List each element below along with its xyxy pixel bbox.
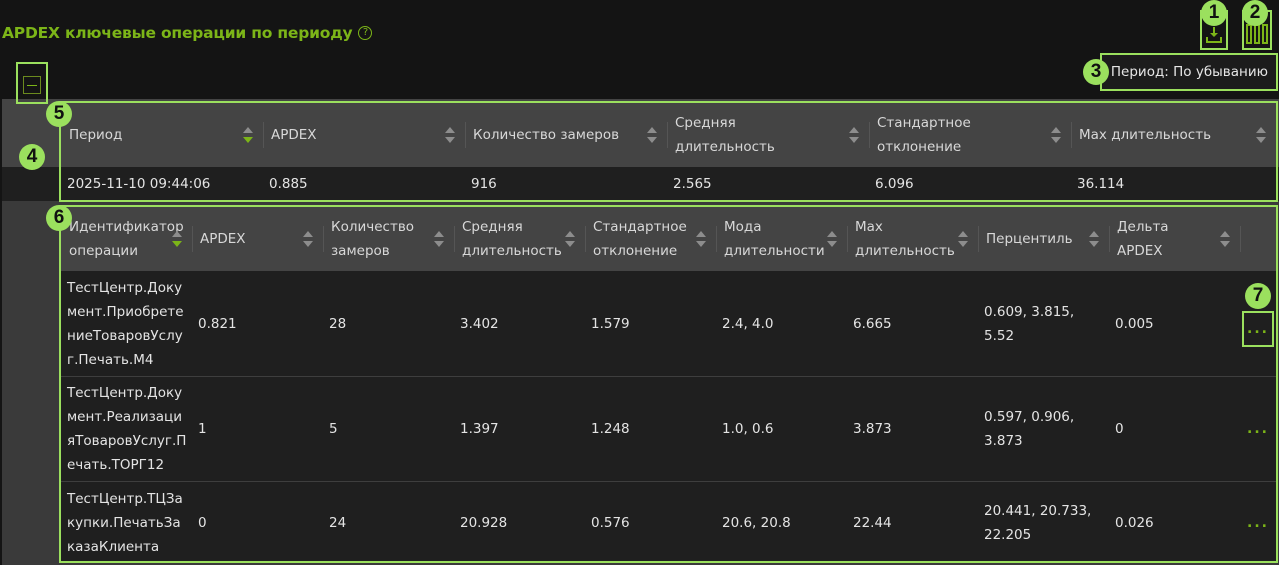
sort-icon[interactable] — [1051, 127, 1061, 143]
table-row[interactable]: 2025-11-10 09:44:06 0.885 916 2.565 6.09… — [61, 167, 1276, 200]
sort-icon[interactable] — [1256, 127, 1266, 143]
column-header-measure-count[interactable]: Количество замеров — [323, 207, 454, 271]
cell-operation-id: ТестЦентр.Документ.ПриобретениеТоваровУс… — [67, 279, 184, 368]
table-row[interactable]: ТестЦентр.ТЦЗакупки.ПечатьЗаказаКлиента … — [61, 481, 1276, 563]
cell-apdex: 0.885 — [269, 175, 308, 192]
sort-icon[interactable] — [172, 231, 182, 247]
cell-std-dev: 6.096 — [875, 175, 914, 192]
cell-measure-count: 5 — [329, 421, 338, 437]
column-header-percentile[interactable]: Перцентиль — [978, 207, 1109, 271]
cell-mode-duration: 1.0, 0.6 — [722, 421, 774, 437]
column-header-std-dev[interactable]: Стандартное отклонение — [869, 103, 1071, 167]
column-header-std-dev[interactable]: Стандартное отклонение — [585, 207, 716, 271]
cell-period: 2025-11-10 09:44:06 — [67, 175, 211, 192]
row-actions-button[interactable]: ... — [1242, 310, 1274, 347]
cell-operation-id: ТестЦентр.ТЦЗакупки.ПечатьЗаказаКлиента — [67, 490, 183, 555]
operations-table-header: Идентификатор операции APDEX Количество … — [61, 207, 1276, 271]
cell-measure-count: 916 — [471, 175, 497, 192]
column-header-max-duration[interactable]: Max длительность — [847, 207, 978, 271]
row-actions-button[interactable]: ... — [1247, 421, 1269, 437]
cell-percentile: 20.441, 20.733, 22.205 — [984, 502, 1092, 543]
column-header-period[interactable]: Период — [61, 103, 263, 167]
table-row[interactable]: ТестЦентр.Документ.РеализацияТоваровУслу… — [61, 376, 1276, 481]
sort-icon[interactable] — [827, 231, 837, 247]
cell-apdex: 0 — [198, 514, 207, 531]
period-table: Период APDEX Количество замеров Средняя … — [61, 103, 1276, 200]
annotation-badge-3: 3 — [1083, 59, 1109, 85]
cell-percentile: 0.609, 3.815, 5.52 — [984, 303, 1075, 344]
cell-avg-duration: 2.565 — [673, 175, 712, 192]
operations-table-frame — [59, 205, 1278, 563]
cell-apdex-delta: 0.026 — [1115, 514, 1154, 531]
sort-icon[interactable] — [303, 231, 313, 247]
column-header-mode-duration[interactable]: Мода длительности — [716, 207, 847, 271]
table-row[interactable]: ТестЦентр.Документ.ПриобретениеТоваровУс… — [61, 271, 1276, 376]
column-header-apdex[interactable]: APDEX — [192, 207, 323, 271]
cell-apdex-delta: 0 — [1115, 421, 1124, 437]
column-header-measure-count[interactable]: Количество замеров — [465, 103, 667, 167]
cell-max-duration: 22.44 — [853, 514, 892, 531]
sort-icon[interactable] — [243, 127, 253, 143]
period-table-header: Период APDEX Количество замеров Средняя … — [61, 103, 1276, 167]
period-sort-select[interactable]: Период: По убыванию — [1100, 53, 1278, 91]
sort-icon[interactable] — [1220, 231, 1230, 247]
cell-operation-id: ТестЦентр.Документ.РеализацияТоваровУслу… — [67, 385, 187, 473]
cell-apdex-delta: 0.005 — [1115, 315, 1154, 332]
cell-max-duration: 3.873 — [853, 421, 892, 437]
column-header-avg-duration[interactable]: Средняя длительность — [667, 103, 869, 167]
column-settings-icon — [1246, 24, 1268, 44]
period-sort-label: Период: По убыванию — [1110, 64, 1268, 80]
cell-apdex: 0.821 — [198, 315, 237, 332]
column-header-apdex-delta[interactable]: Дельта APDEX — [1109, 207, 1240, 271]
page-title-text: APDEX ключевые операции по периоду — [2, 24, 353, 42]
column-header-avg-duration[interactable]: Средняя длительность — [454, 207, 585, 271]
cell-std-dev: 0.576 — [591, 514, 630, 531]
cell-std-dev: 1.579 — [591, 315, 630, 332]
cell-max-duration: 6.665 — [853, 315, 892, 332]
sort-icon[interactable] — [445, 127, 455, 143]
cell-avg-duration: 20.928 — [460, 514, 508, 531]
sort-icon[interactable] — [565, 231, 575, 247]
cell-apdex: 1 — [198, 421, 207, 437]
help-icon[interactable]: ? — [358, 26, 373, 40]
annotation-badge-1: 1 — [1201, 0, 1227, 26]
sort-icon[interactable] — [958, 231, 968, 247]
annotation-badge-4: 4 — [19, 144, 45, 170]
column-header-operation-id[interactable]: Идентификатор операции — [69, 219, 184, 259]
export-download-icon — [1205, 27, 1223, 43]
cell-measure-count: 28 — [329, 315, 347, 332]
cell-percentile: 0.597, 0.906, 3.873 — [984, 409, 1075, 449]
cell-mode-duration: 20.6, 20.8 — [722, 514, 791, 531]
cell-measure-count: 24 — [329, 514, 347, 531]
period-table-frame — [59, 101, 1278, 202]
cell-mode-duration: 2.4, 4.0 — [722, 315, 774, 332]
annotation-badge-5: 5 — [46, 101, 72, 127]
sort-icon[interactable] — [647, 127, 657, 143]
operations-table: Идентификатор операции APDEX Количество … — [61, 207, 1276, 563]
row-actions-button[interactable]: ... — [1247, 514, 1269, 531]
page-title: APDEX ключевые операции по периоду ? — [2, 24, 373, 42]
collapse-row-toggle[interactable] — [16, 62, 48, 104]
annotation-badge-7: 7 — [1245, 283, 1271, 309]
sort-icon[interactable] — [849, 127, 859, 143]
sort-icon[interactable] — [434, 231, 444, 247]
cell-max-duration: 36.114 — [1077, 175, 1125, 192]
annotation-badge-6: 6 — [46, 205, 72, 231]
cell-avg-duration: 1.397 — [460, 421, 499, 437]
cell-avg-duration: 3.402 — [460, 315, 499, 332]
annotation-badge-2: 2 — [1242, 0, 1268, 26]
sort-icon[interactable] — [696, 231, 706, 247]
column-header-max-duration[interactable]: Max длительность — [1071, 103, 1276, 167]
column-header-actions — [1240, 207, 1276, 271]
column-header-apdex[interactable]: APDEX — [263, 103, 465, 167]
cell-std-dev: 1.248 — [591, 421, 630, 437]
minus-icon — [23, 76, 41, 94]
sort-icon[interactable] — [1089, 231, 1099, 247]
